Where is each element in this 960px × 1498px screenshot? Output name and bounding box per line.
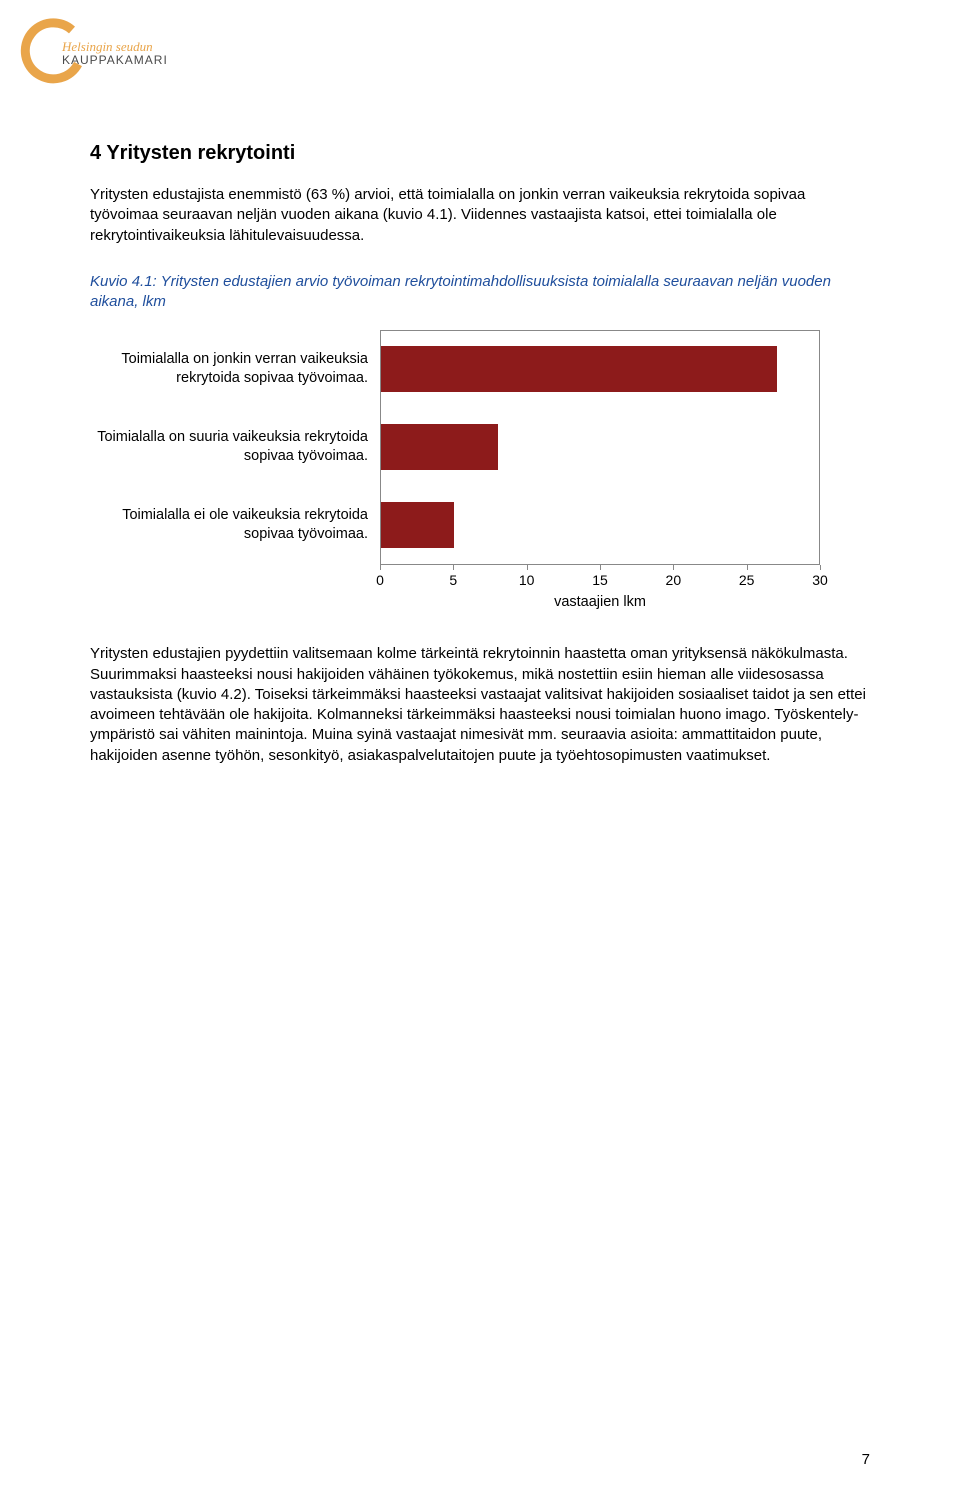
logo-line1: Helsingin seudun [62, 40, 168, 54]
axis-tick [453, 565, 454, 570]
page-number: 7 [862, 1450, 870, 1470]
axis-tick-label: 0 [376, 571, 384, 590]
chart-bar [381, 502, 454, 548]
chart-caption: Kuvio 4.1: Yritysten edustajien arvio ty… [90, 272, 870, 313]
axis-tick-label: 5 [449, 571, 457, 590]
axis-tick [747, 565, 748, 570]
axis-tick-label: 20 [666, 571, 682, 590]
axis-tick-label: 25 [739, 571, 755, 590]
section-heading: 4 Yritysten rekrytointi [90, 140, 870, 167]
x-axis-title: vastaajien lkm [380, 593, 820, 613]
chart-category-label: Toimialalla on jonkin verran vaikeuksia … [90, 330, 380, 408]
axis-tick-label: 10 [519, 571, 535, 590]
logo-line2: KAUPPAKAMARI [62, 54, 168, 67]
logo: Helsingin seudun KAUPPAKAMARI [18, 18, 88, 88]
axis-tick [820, 565, 821, 570]
axis-tick-label: 30 [812, 571, 828, 590]
logo-text: Helsingin seudun KAUPPAKAMARI [62, 40, 168, 67]
axis-tick [380, 565, 381, 570]
intro-paragraph: Yritysten edustajista enemmistö (63 %) a… [90, 185, 870, 246]
axis-tick [673, 565, 674, 570]
bar-chart: Toimialalla on jonkin verran vaikeuksia … [90, 330, 870, 614]
axis-tick [600, 565, 601, 570]
chart-bar [381, 346, 777, 392]
axis-tick [527, 565, 528, 570]
axis-tick-label: 15 [592, 571, 608, 590]
chart-category-label: Toimialalla ei ole vaikeuksia rekrytoida… [90, 486, 380, 564]
body-paragraph-2: Yritysten edustajien pyydettiin valitsem… [90, 644, 870, 766]
chart-bar [381, 424, 498, 470]
chart-category-label: Toimialalla on suuria vaikeuksia rekryto… [90, 408, 380, 486]
